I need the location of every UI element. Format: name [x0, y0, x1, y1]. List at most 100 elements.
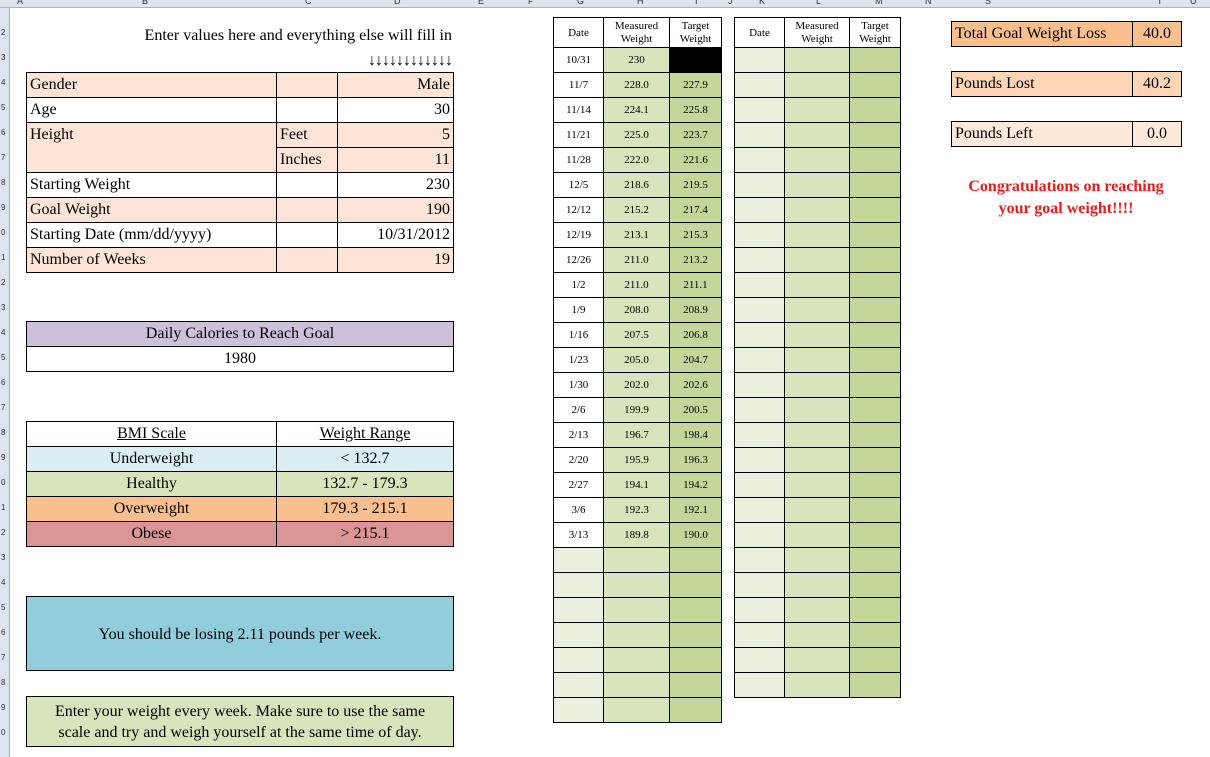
log-date-cell[interactable]: 10/31 [553, 47, 604, 73]
log-measured-cell[interactable]: 222.0 [603, 147, 670, 173]
log-date-cell[interactable] [734, 197, 785, 223]
input-value-feet[interactable]: 5 [337, 122, 454, 148]
log-measured-cell[interactable]: 218.6 [603, 172, 670, 198]
column-header-c[interactable]: C [305, 0, 312, 6]
log-date-cell[interactable] [734, 572, 785, 598]
column-header-f[interactable]: F [528, 0, 534, 6]
input-value-gender[interactable]: Male [337, 72, 454, 98]
row-header[interactable]: 5 [1, 603, 6, 612]
row-header[interactable]: 8 [1, 678, 6, 687]
row-header[interactable]: 5 [1, 353, 6, 362]
log-date-cell[interactable]: 1/30 [553, 372, 604, 398]
calories-value[interactable]: 1980 [26, 346, 454, 372]
row-header[interactable]: 1 [1, 503, 6, 512]
log-measured-cell[interactable] [784, 372, 850, 398]
row-header[interactable]: 5 [1, 103, 6, 112]
log-measured-cell[interactable] [603, 697, 670, 723]
log-measured-cell[interactable]: 199.9 [603, 397, 670, 423]
log-measured-cell[interactable] [784, 47, 850, 73]
log-measured-cell[interactable] [784, 222, 850, 248]
log-measured-cell[interactable] [603, 622, 670, 648]
log-measured-cell[interactable] [784, 447, 850, 473]
log-date-cell[interactable] [553, 647, 604, 673]
row-header[interactable]: 2 [1, 528, 6, 537]
log-measured-cell[interactable] [603, 547, 670, 573]
row-header[interactable]: 7 [1, 403, 6, 412]
row-header[interactable]: 4 [1, 578, 6, 587]
log-measured-cell[interactable] [784, 172, 850, 198]
log-measured-cell[interactable]: 228.0 [603, 72, 670, 98]
log-date-cell[interactable] [734, 347, 785, 373]
log-measured-cell[interactable]: 225.0 [603, 122, 670, 148]
column-header-t[interactable]: T [1157, 0, 1163, 6]
row-header[interactable]: 2 [1, 278, 6, 287]
column-header-n[interactable]: N [925, 0, 932, 6]
row-header[interactable]: 6 [1, 628, 6, 637]
column-header-s[interactable]: S [985, 0, 992, 6]
row-header[interactable]: 4 [1, 78, 6, 87]
input-value-age[interactable]: 30 [337, 97, 454, 123]
log-date-cell[interactable] [734, 672, 785, 698]
log-measured-cell[interactable] [784, 322, 850, 348]
log-measured-cell[interactable] [784, 647, 850, 673]
log-measured-cell[interactable] [784, 97, 850, 123]
log-date-cell[interactable]: 12/12 [553, 197, 604, 223]
log-date-cell[interactable] [553, 672, 604, 698]
log-date-cell[interactable] [734, 447, 785, 473]
row-header[interactable]: 7 [1, 153, 6, 162]
column-header-b[interactable]: B [142, 0, 149, 6]
log-measured-cell[interactable]: 230 [603, 47, 670, 73]
log-date-cell[interactable]: 3/6 [553, 497, 604, 523]
rate-message[interactable]: You should be losing 2.11 pounds per wee… [26, 596, 454, 671]
log-date-cell[interactable] [553, 697, 604, 723]
log-date-cell[interactable] [734, 272, 785, 298]
log-date-cell[interactable] [734, 522, 785, 548]
log-measured-cell[interactable] [784, 497, 850, 523]
row-header[interactable]: 9 [1, 453, 6, 462]
row-header[interactable]: 9 [1, 703, 6, 712]
log-date-cell[interactable] [734, 472, 785, 498]
log-date-cell[interactable] [734, 622, 785, 648]
column-header-a[interactable]: A [17, 0, 24, 6]
input-value-inches[interactable]: 11 [337, 147, 454, 173]
log-date-cell[interactable] [734, 47, 785, 73]
log-measured-cell[interactable]: 195.9 [603, 447, 670, 473]
log-date-cell[interactable] [734, 97, 785, 123]
log-measured-cell[interactable] [603, 597, 670, 623]
log-date-cell[interactable] [553, 547, 604, 573]
log-date-cell[interactable] [734, 372, 785, 398]
row-header[interactable]: 6 [1, 128, 6, 137]
log-measured-cell[interactable]: 189.8 [603, 522, 670, 548]
input-value-start-weight[interactable]: 230 [337, 172, 454, 198]
log-date-cell[interactable] [734, 322, 785, 348]
log-measured-cell[interactable]: 207.5 [603, 322, 670, 348]
log-date-cell[interactable]: 2/6 [553, 397, 604, 423]
log-measured-cell[interactable] [784, 522, 850, 548]
log-date-cell[interactable]: 12/5 [553, 172, 604, 198]
column-header-k[interactable]: K [759, 0, 766, 6]
log-measured-cell[interactable]: 196.7 [603, 422, 670, 448]
log-date-cell[interactable]: 12/26 [553, 247, 604, 273]
log-measured-cell[interactable] [784, 72, 850, 98]
column-header-d[interactable]: D [394, 0, 401, 6]
log-measured-cell[interactable] [784, 147, 850, 173]
row-header[interactable]: 2 [1, 28, 6, 37]
row-header[interactable]: 8 [1, 428, 6, 437]
log-date-cell[interactable] [734, 147, 785, 173]
row-header[interactable]: 8 [1, 178, 6, 187]
log-date-cell[interactable] [734, 497, 785, 523]
log-measured-cell[interactable] [784, 622, 850, 648]
input-value-goal-weight[interactable]: 190 [337, 197, 454, 223]
log-date-cell[interactable] [734, 397, 785, 423]
log-date-cell[interactable]: 11/21 [553, 122, 604, 148]
tip-message[interactable]: Enter your weight every week. Make sure … [26, 696, 454, 747]
column-header-h[interactable]: H [637, 0, 644, 6]
log-date-cell[interactable]: 2/20 [553, 447, 604, 473]
row-header[interactable]: 0 [1, 478, 6, 487]
log-measured-cell[interactable]: 213.1 [603, 222, 670, 248]
column-header-j[interactable]: J [728, 0, 733, 6]
log-measured-cell[interactable]: 211.0 [603, 272, 670, 298]
log-measured-cell[interactable] [784, 347, 850, 373]
log-measured-cell[interactable] [784, 672, 850, 698]
log-date-cell[interactable] [734, 172, 785, 198]
